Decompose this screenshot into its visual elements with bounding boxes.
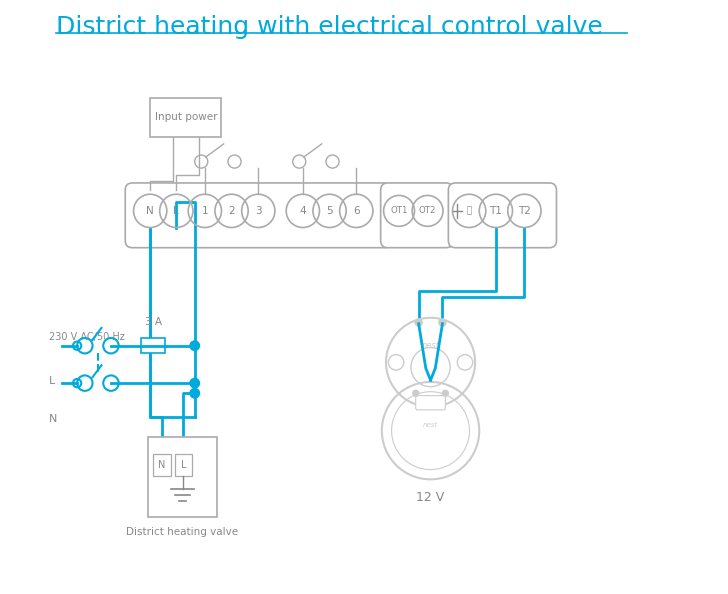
Text: 2: 2 (229, 206, 235, 216)
Text: 4: 4 (299, 206, 306, 216)
Text: nest: nest (423, 422, 438, 428)
Text: L: L (181, 460, 186, 470)
Text: T1: T1 (489, 206, 502, 216)
FancyBboxPatch shape (150, 98, 221, 137)
FancyBboxPatch shape (125, 183, 392, 248)
Circle shape (190, 341, 199, 350)
Text: 5: 5 (326, 206, 333, 216)
Text: OT1: OT1 (390, 206, 408, 216)
Circle shape (413, 390, 419, 396)
Circle shape (439, 319, 446, 326)
Text: District heating with electrical control valve: District heating with electrical control… (56, 15, 603, 39)
Circle shape (190, 388, 199, 398)
Text: 1: 1 (202, 206, 208, 216)
Text: L: L (173, 206, 179, 216)
FancyBboxPatch shape (381, 183, 453, 248)
Text: N: N (50, 414, 58, 424)
Text: L: L (50, 377, 55, 386)
Circle shape (443, 390, 448, 396)
FancyBboxPatch shape (153, 454, 171, 476)
Text: nest: nest (422, 341, 440, 350)
FancyBboxPatch shape (175, 454, 192, 476)
Text: District heating valve: District heating valve (127, 527, 239, 538)
Text: T2: T2 (518, 206, 531, 216)
Text: 3 A: 3 A (145, 317, 162, 327)
Bar (141, 338, 165, 353)
Circle shape (415, 319, 422, 326)
FancyBboxPatch shape (448, 183, 556, 248)
Text: ⏚: ⏚ (467, 206, 472, 216)
Text: 3: 3 (255, 206, 261, 216)
FancyBboxPatch shape (149, 437, 217, 517)
Text: Input power: Input power (154, 112, 217, 122)
Text: N: N (159, 460, 166, 470)
Text: 230 V AC/50 Hz: 230 V AC/50 Hz (50, 333, 125, 342)
Text: OT2: OT2 (419, 206, 436, 216)
FancyBboxPatch shape (416, 396, 446, 410)
Text: 6: 6 (353, 206, 360, 216)
Text: 12 V: 12 V (416, 491, 445, 504)
Circle shape (190, 378, 199, 388)
Text: N: N (146, 206, 154, 216)
